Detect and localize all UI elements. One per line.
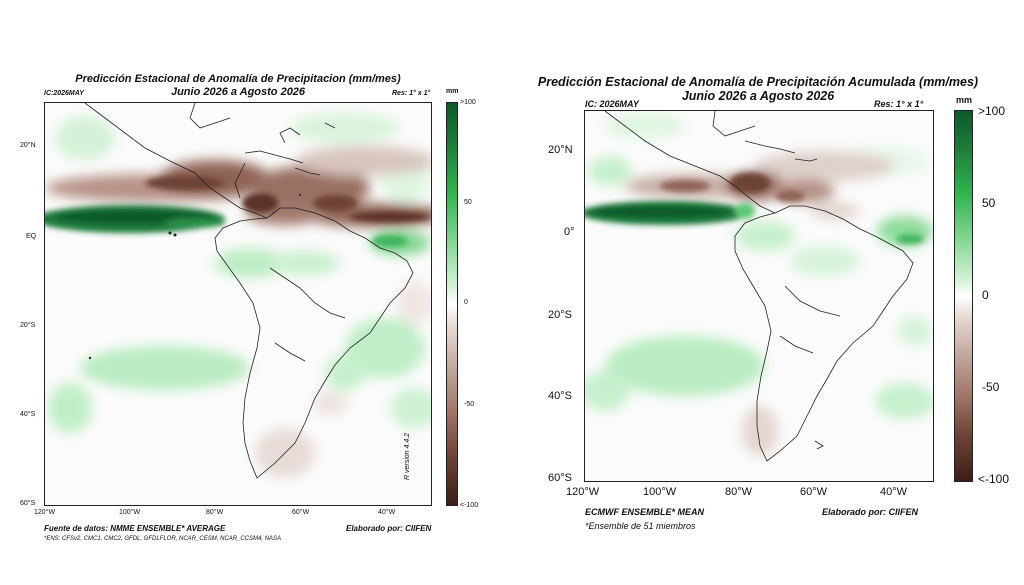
left-lat-tick-20s: 20°S: [20, 322, 36, 329]
left-lon-tick-40w: 40°W: [378, 509, 396, 516]
left-lon-tick-120w: 120°W: [34, 509, 56, 516]
left-anomaly-map: [44, 102, 432, 506]
right-lon-tick-100w: 100°W: [643, 486, 677, 498]
left-version-label: R version 4.4.2: [404, 432, 411, 480]
right-unit-label: mm: [956, 95, 973, 105]
left-ic-label: IC:2026MAY: [44, 90, 84, 97]
left-lat-tick-60s: 60°S: [20, 500, 36, 507]
left-unit-label: mm: [446, 88, 459, 95]
right-colorbar-tick-min: <-100: [978, 472, 1010, 486]
right-lon-tick-80w: 80°W: [725, 486, 753, 498]
right-ens-note: *Ensemble de 51 miembros: [585, 521, 696, 531]
right-colorbar-tick-50: 50: [982, 196, 996, 210]
right-lat-tick-40s: 40°S: [548, 390, 572, 402]
right-ic-label: IC: 2026MAY: [585, 99, 639, 109]
left-colorbar-tick-min: <-100: [460, 502, 479, 509]
right-credit-label: Elaborado por: CIIFEN: [822, 507, 919, 517]
right-lat-tick-60s: 60°S: [548, 472, 572, 484]
right-lon-tick-60w: 60°W: [800, 486, 828, 498]
left-colorbar-tick-neg50: -50: [464, 401, 475, 408]
right-title-line2: Junio 2026 a Agosto 2026: [681, 89, 835, 103]
right-res-label: Res: 1° x 1°: [874, 99, 924, 109]
left-lat-tick-40s: 40°S: [20, 411, 36, 418]
left-colorbar-tick-max: >100: [460, 99, 476, 106]
right-title-line1: Predicción Estacional de Anomalía de Pre…: [537, 75, 979, 89]
left-colorbar-tick-0: 0: [464, 299, 468, 306]
left-credit-label: Elaborado por: CIIFEN: [346, 524, 432, 533]
right-lon-tick-120w: 120°W: [566, 486, 600, 498]
left-lon-tick-60w: 60°W: [292, 509, 310, 516]
left-source-label: Fuente de datos: NMME ENSEMBLE* AVERAGE: [44, 524, 226, 533]
right-anomaly-map: [584, 110, 934, 482]
left-lat-tick-20n: 20°N: [20, 142, 36, 149]
right-colorbar-tick-0: 0: [982, 288, 989, 302]
left-lon-tick-100w: 100°W: [119, 509, 141, 516]
right-colorbar-tick-max: >100: [978, 104, 1006, 118]
left-lat-tick-eq: EQ: [26, 233, 37, 240]
left-colorbar: [446, 102, 458, 506]
right-lat-tick-20n: 20°N: [548, 144, 573, 156]
left-res-label: Res: 1° x 1°: [392, 90, 431, 97]
right-lat-tick-20s: 20°S: [548, 309, 572, 321]
right-lat-tick-0: 0°: [564, 226, 575, 238]
right-colorbar-tick-neg50: -50: [982, 380, 1000, 394]
left-lon-tick-80w: 80°W: [206, 509, 224, 516]
left-ens-note: *ENS: CFSv2, CMC1, CMC2, GFDL, GFDLFLOR,…: [44, 536, 282, 542]
left-title-line2: Junio 2026 a Agosto 2026: [170, 86, 306, 98]
left-colorbar-tick-50: 50: [464, 199, 472, 206]
left-title-line1: Predicción Estacional de Anomalía de Pre…: [75, 73, 401, 85]
right-colorbar: [954, 110, 973, 482]
right-lon-tick-40w: 40°W: [880, 486, 908, 498]
right-source-label: ECMWF ENSEMBLE* MEAN: [585, 507, 704, 517]
